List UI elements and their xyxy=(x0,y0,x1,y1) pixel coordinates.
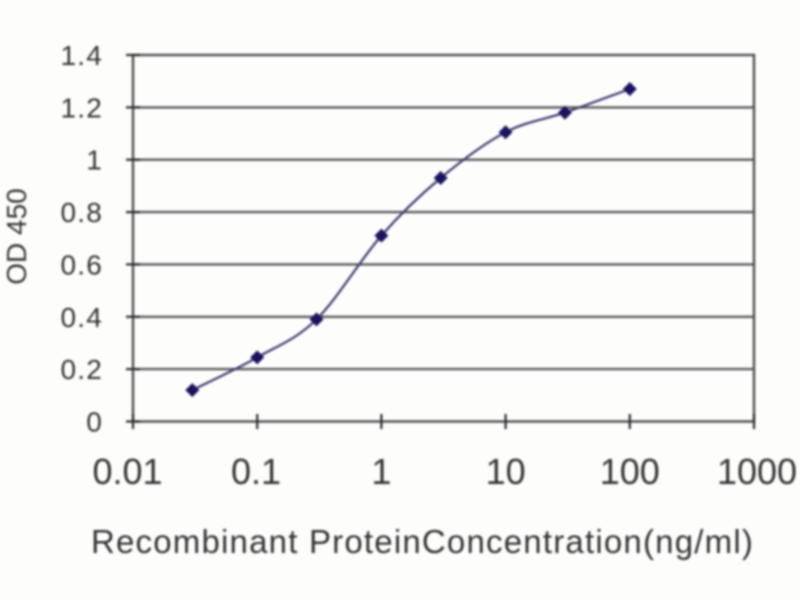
svg-text:Recombinant ProteinConcentrati: Recombinant ProteinConcentration(ng/ml) xyxy=(91,523,754,560)
svg-text:1.4: 1.4 xyxy=(60,40,103,71)
svg-text:1: 1 xyxy=(371,451,391,492)
svg-text:10: 10 xyxy=(486,451,526,492)
svg-text:OD 450: OD 450 xyxy=(1,188,32,285)
svg-text:0: 0 xyxy=(86,407,103,438)
svg-text:0.2: 0.2 xyxy=(60,354,103,385)
svg-text:0.01: 0.01 xyxy=(92,451,162,492)
svg-text:0.4: 0.4 xyxy=(60,302,103,333)
svg-text:0.6: 0.6 xyxy=(60,249,103,280)
svg-text:1.2: 1.2 xyxy=(60,92,103,123)
svg-text:1: 1 xyxy=(86,145,103,176)
svg-text:0.1: 0.1 xyxy=(231,451,281,492)
svg-text:100: 100 xyxy=(600,451,660,492)
svg-text:1000: 1000 xyxy=(717,451,797,492)
svg-text:0.8: 0.8 xyxy=(60,197,103,228)
